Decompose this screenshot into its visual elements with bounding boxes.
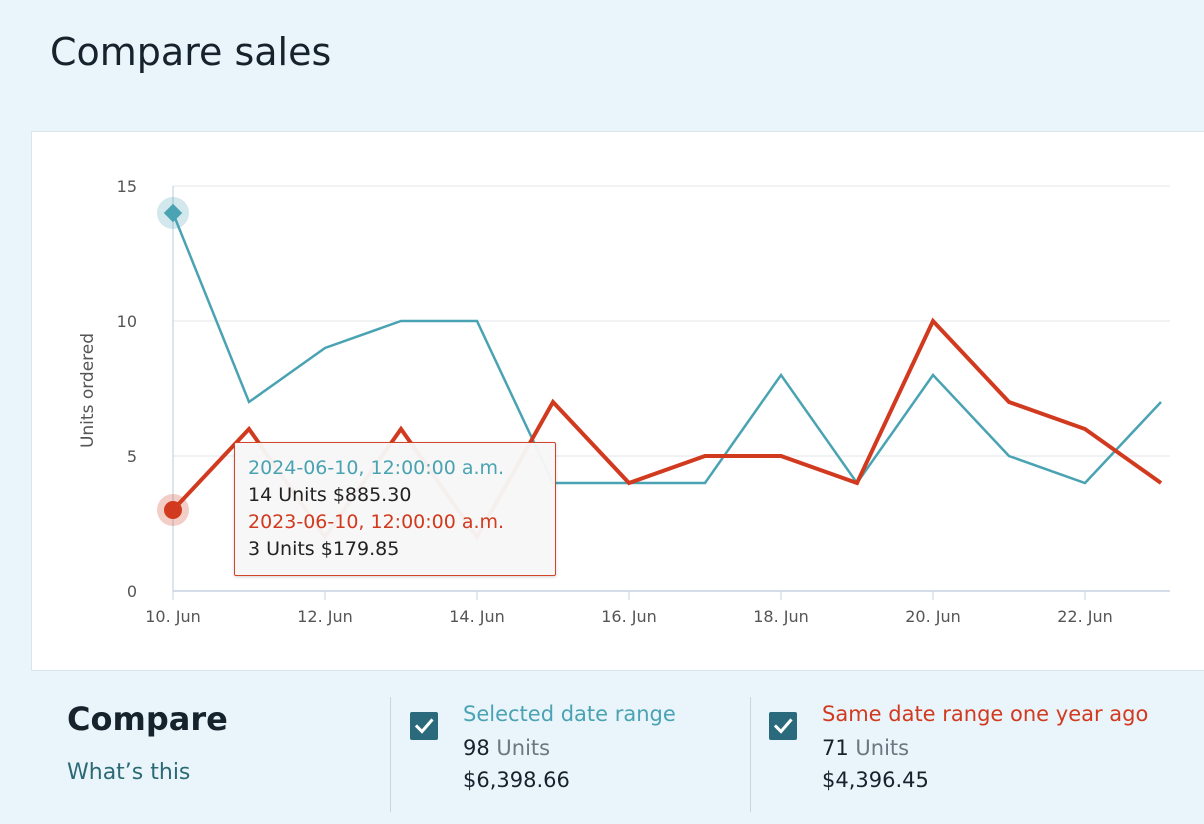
series-current-units: 98 Units bbox=[463, 736, 550, 760]
series-previous-units-value: 71 bbox=[822, 736, 849, 760]
highlight-point-current bbox=[163, 203, 183, 223]
series-previous-units: 71 Units bbox=[822, 736, 909, 760]
series-current-label: Selected date range bbox=[463, 702, 676, 726]
y-tick-label: 0 bbox=[127, 582, 137, 601]
highlight-point-previous bbox=[164, 501, 182, 519]
chart-panel: Units ordered 0 5 10 15 10. Jun 12. Jun 14. Ju… bbox=[31, 131, 1204, 671]
whats-this-link[interactable]: What’s this bbox=[67, 760, 191, 785]
divider bbox=[390, 697, 391, 812]
chart-tooltip: 2024-06-10, 12:00:00 a.m. 14 Units $885.… bbox=[234, 442, 556, 576]
compare-title: Compare bbox=[67, 700, 228, 738]
series-current-units-word: Units bbox=[496, 736, 551, 760]
page-title: Compare sales bbox=[50, 30, 332, 74]
series-current-amount: $6,398.66 bbox=[463, 768, 570, 792]
checkmark-icon bbox=[414, 718, 434, 734]
x-tick-label: 16. Jun bbox=[601, 607, 657, 626]
tooltip-current-value: 14 Units $885.30 bbox=[248, 484, 412, 506]
x-tick-label: 10. Jun bbox=[145, 607, 201, 626]
x-tick-label: 14. Jun bbox=[449, 607, 505, 626]
series-current-checkbox[interactable]: checked bbox=[410, 712, 438, 740]
chart-highlight-markers bbox=[157, 197, 189, 526]
sales-line-chart: Units ordered 0 5 10 15 10. Jun 12. Jun 14. Ju… bbox=[78, 177, 1170, 626]
x-tick-label: 22. Jun bbox=[1057, 607, 1113, 626]
x-tick-label: 20. Jun bbox=[905, 607, 961, 626]
y-axis-label: Units ordered bbox=[78, 333, 98, 448]
y-tick-label: 15 bbox=[117, 177, 137, 196]
tooltip-previous-date: 2023-06-10, 12:00:00 a.m. bbox=[248, 511, 505, 533]
series-previous-amount: $4,396.45 bbox=[822, 768, 929, 792]
x-tick-label: 18. Jun bbox=[753, 607, 809, 626]
y-tick-label: 10 bbox=[117, 312, 137, 331]
series-previous-label: Same date range one year ago bbox=[822, 702, 1149, 726]
checkmark-icon bbox=[773, 718, 793, 734]
y-tick-label: 5 bbox=[127, 447, 137, 466]
series-current-units-value: 98 bbox=[463, 736, 490, 760]
x-tick-label: 12. Jun bbox=[297, 607, 353, 626]
series-previous-units-word: Units bbox=[855, 736, 910, 760]
series-line-current bbox=[171, 212, 1162, 486]
tooltip-previous-value: 3 Units $179.85 bbox=[248, 538, 400, 560]
divider bbox=[750, 697, 751, 812]
tooltip-current-date: 2024-06-10, 12:00:00 a.m. bbox=[248, 457, 505, 479]
chart-axes: Units ordered 0 5 10 15 10. Jun 12. Jun 14. Ju… bbox=[78, 177, 1113, 626]
series-previous-checkbox[interactable]: checked bbox=[769, 712, 797, 740]
